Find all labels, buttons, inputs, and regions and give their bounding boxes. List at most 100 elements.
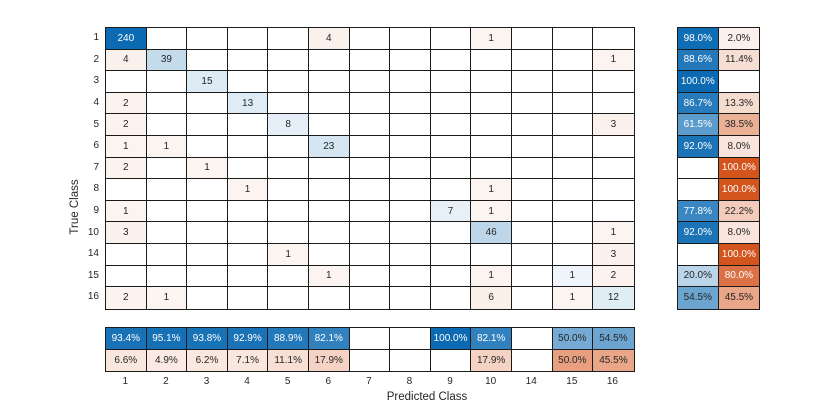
col-summary-fdr-cell <box>511 349 553 372</box>
x-axis-tick-labels: 1 2 3 4 5 6 7 8 9 10 14 15 16 <box>105 372 633 390</box>
matrix-cell: 2 <box>106 157 147 180</box>
matrix-cell <box>552 157 594 180</box>
matrix-cell <box>308 287 350 309</box>
row-summary-fnr-cell: 100.0% <box>718 243 760 266</box>
x-tick-label: 5 <box>284 375 291 387</box>
col-summary-precision-cell: 88.9% <box>268 328 309 350</box>
col-summary-precision-cell: 82.1% <box>471 328 512 350</box>
row-summary-recall-cell: 92.0% <box>678 135 719 158</box>
matrix-cell <box>593 200 634 223</box>
col-summary-precision-cell: 100.0% <box>430 328 472 350</box>
x-tick-label: 15 <box>566 375 578 387</box>
matrix-cell-correct: 23 <box>308 135 350 158</box>
matrix-cell <box>430 222 472 244</box>
matrix-cell <box>268 135 309 158</box>
col-summary-precision-cell: 92.9% <box>227 328 269 350</box>
matrix-cell <box>268 200 309 223</box>
y-tick-label: 4 <box>93 97 99 109</box>
matrix-cell-correct <box>390 179 431 201</box>
x-tick-label: 2 <box>163 375 169 387</box>
matrix-cell <box>308 157 350 180</box>
matrix-cell <box>146 243 188 266</box>
matrix-cell: 1 <box>471 28 512 50</box>
matrix-cell: 1 <box>593 49 634 72</box>
matrix-cell <box>268 71 309 93</box>
row-summary-fnr-cell: 38.5% <box>718 114 760 136</box>
matrix-cell <box>390 243 431 266</box>
y-tick-label: 2 <box>93 53 99 65</box>
matrix-cell: 6 <box>471 287 512 309</box>
row-summary-fnr-cell: 8.0% <box>718 222 760 244</box>
matrix-cell <box>430 28 472 50</box>
matrix-cell <box>349 265 391 288</box>
matrix-cell <box>146 71 188 93</box>
matrix-cell <box>308 71 350 93</box>
matrix-cell-correct: 15 <box>187 71 228 93</box>
matrix-cell <box>430 135 472 158</box>
matrix-cell <box>430 265 472 288</box>
matrix-cell: 1 <box>268 243 309 266</box>
matrix-cell <box>390 157 431 180</box>
confusion-matrix-grid: 240 4 1 4 39 1 15 2 13 2 8 3 1 1 23 2 1 1 1 1 7 1 3 46 1 1 3 1 1 1 2 2 1… <box>105 27 635 310</box>
matrix-cell <box>390 28 431 50</box>
matrix-cell <box>430 49 472 72</box>
matrix-cell <box>227 28 269 50</box>
col-summary-fdr-cell <box>430 349 472 372</box>
matrix-cell <box>106 179 147 201</box>
matrix-cell <box>268 49 309 72</box>
row-summary-recall-cell <box>678 157 719 180</box>
matrix-cell <box>308 114 350 136</box>
matrix-cell <box>511 287 553 309</box>
matrix-cell <box>227 135 269 158</box>
matrix-cell <box>308 200 350 223</box>
matrix-cell <box>390 287 431 309</box>
x-tick-label: 8 <box>406 375 413 387</box>
matrix-cell <box>552 49 594 72</box>
matrix-cell <box>552 200 594 223</box>
matrix-cell <box>390 71 431 93</box>
matrix-cell <box>430 243 472 266</box>
col-summary-precision-cell: 50.0% <box>552 328 594 350</box>
matrix-cell <box>390 265 431 288</box>
matrix-cell <box>430 157 472 180</box>
x-tick-label: 3 <box>203 375 210 387</box>
row-summary-recall-cell: 98.0% <box>678 28 719 50</box>
matrix-cell <box>187 287 228 309</box>
col-summary-precision-cell <box>349 328 391 350</box>
matrix-cell-correct <box>511 243 553 266</box>
matrix-cell <box>227 114 269 136</box>
matrix-cell-correct <box>349 157 391 180</box>
matrix-cell <box>511 92 553 115</box>
matrix-cell <box>430 179 472 201</box>
matrix-cell <box>552 71 594 93</box>
matrix-cell <box>471 92 512 115</box>
row-summary-recall-cell <box>678 179 719 201</box>
y-tick-label: 14 <box>87 248 99 260</box>
col-summary-fdr-cell: 4.9% <box>146 349 188 372</box>
matrix-cell <box>308 222 350 244</box>
matrix-cell <box>511 71 553 93</box>
row-summary-recall-cell <box>678 243 719 266</box>
matrix-cell: 1 <box>593 222 634 244</box>
matrix-cell <box>349 287 391 309</box>
y-axis-tick-labels: 1 2 3 4 5 6 7 8 9 10 14 15 16 <box>0 27 99 308</box>
col-summary-fdr-cell: 7.1% <box>227 349 269 372</box>
col-summary-fdr-cell: 17.9% <box>308 349 350 372</box>
matrix-cell <box>349 92 391 115</box>
matrix-cell: 1 <box>552 287 594 309</box>
row-summary-recall-cell: 54.5% <box>678 287 719 309</box>
matrix-cell: 1 <box>106 135 147 158</box>
matrix-cell <box>146 265 188 288</box>
matrix-cell <box>390 135 431 158</box>
matrix-cell <box>593 71 634 93</box>
y-tick-label: 6 <box>93 140 99 152</box>
matrix-cell <box>390 92 431 115</box>
matrix-cell-correct: 46 <box>471 222 512 244</box>
matrix-cell <box>227 157 269 180</box>
matrix-cell <box>268 92 309 115</box>
matrix-cell: 1 <box>227 179 269 201</box>
matrix-cell <box>146 157 188 180</box>
y-tick-label: 10 <box>87 226 99 238</box>
row-summary-recall-cell: 100.0% <box>678 71 719 93</box>
matrix-cell <box>471 243 512 266</box>
